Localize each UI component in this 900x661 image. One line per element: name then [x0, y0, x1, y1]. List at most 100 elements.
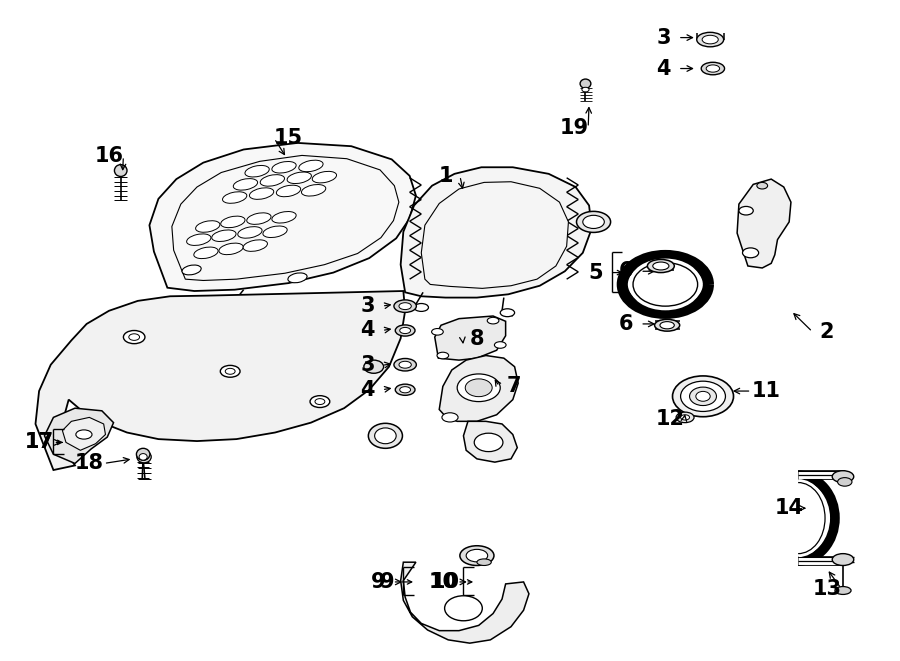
Ellipse shape — [701, 62, 724, 75]
Text: 3: 3 — [656, 28, 670, 48]
Text: 4: 4 — [360, 379, 374, 400]
Ellipse shape — [368, 423, 402, 448]
Polygon shape — [421, 182, 569, 288]
Ellipse shape — [432, 329, 444, 335]
Ellipse shape — [660, 322, 674, 329]
Ellipse shape — [757, 182, 768, 189]
Ellipse shape — [299, 160, 323, 172]
Ellipse shape — [399, 303, 411, 309]
Ellipse shape — [137, 451, 151, 463]
Ellipse shape — [219, 243, 243, 254]
Ellipse shape — [437, 352, 449, 359]
Ellipse shape — [114, 165, 127, 176]
Ellipse shape — [222, 192, 247, 204]
Text: 18: 18 — [75, 453, 104, 473]
Ellipse shape — [835, 586, 851, 594]
Ellipse shape — [676, 412, 694, 422]
Ellipse shape — [477, 559, 491, 565]
Ellipse shape — [838, 478, 852, 486]
Ellipse shape — [288, 273, 307, 283]
Text: 13: 13 — [813, 578, 842, 598]
Polygon shape — [439, 356, 518, 421]
Ellipse shape — [364, 360, 383, 373]
Ellipse shape — [310, 396, 329, 408]
Ellipse shape — [220, 366, 240, 377]
Ellipse shape — [302, 184, 326, 196]
Ellipse shape — [652, 262, 669, 270]
Ellipse shape — [220, 216, 245, 227]
Ellipse shape — [129, 334, 140, 340]
Polygon shape — [400, 167, 592, 297]
Ellipse shape — [445, 596, 482, 621]
Ellipse shape — [238, 227, 262, 238]
Ellipse shape — [680, 414, 689, 420]
Ellipse shape — [194, 247, 218, 258]
Ellipse shape — [399, 362, 411, 368]
Ellipse shape — [395, 325, 415, 336]
Ellipse shape — [186, 234, 211, 245]
Text: 10: 10 — [431, 572, 460, 592]
Ellipse shape — [260, 175, 284, 186]
Ellipse shape — [689, 387, 716, 406]
Ellipse shape — [137, 448, 150, 460]
Ellipse shape — [580, 79, 591, 89]
Ellipse shape — [263, 226, 287, 237]
Ellipse shape — [225, 368, 235, 374]
Ellipse shape — [123, 330, 145, 344]
Text: 10: 10 — [428, 572, 457, 592]
Polygon shape — [737, 179, 791, 268]
Ellipse shape — [315, 399, 325, 405]
Text: 3: 3 — [360, 296, 374, 316]
Polygon shape — [44, 408, 113, 463]
Ellipse shape — [697, 32, 724, 47]
Polygon shape — [400, 563, 529, 643]
Text: 5: 5 — [588, 262, 603, 282]
Ellipse shape — [245, 165, 269, 177]
Ellipse shape — [494, 342, 506, 348]
Ellipse shape — [647, 259, 674, 272]
Ellipse shape — [212, 230, 236, 241]
Text: 9: 9 — [380, 572, 394, 592]
Ellipse shape — [249, 188, 274, 200]
Ellipse shape — [474, 433, 503, 451]
Ellipse shape — [233, 178, 257, 190]
Polygon shape — [62, 417, 105, 450]
Ellipse shape — [465, 379, 492, 397]
Ellipse shape — [672, 376, 733, 416]
Text: 2: 2 — [820, 322, 834, 342]
Polygon shape — [435, 316, 506, 360]
Ellipse shape — [500, 309, 515, 317]
Ellipse shape — [739, 206, 753, 215]
Text: 14: 14 — [775, 498, 804, 518]
Ellipse shape — [832, 471, 854, 483]
Ellipse shape — [394, 358, 417, 371]
Text: 8: 8 — [470, 329, 484, 349]
Ellipse shape — [272, 212, 296, 223]
Polygon shape — [464, 421, 518, 462]
Text: 9: 9 — [371, 572, 385, 592]
Ellipse shape — [76, 430, 92, 439]
Text: 4: 4 — [360, 321, 374, 340]
Ellipse shape — [442, 412, 458, 422]
Ellipse shape — [414, 303, 428, 311]
Text: 3: 3 — [360, 356, 374, 375]
Text: 6: 6 — [618, 314, 633, 334]
Ellipse shape — [395, 384, 415, 395]
Ellipse shape — [702, 35, 718, 44]
Text: 4: 4 — [656, 59, 670, 79]
Polygon shape — [35, 291, 405, 470]
Text: 6: 6 — [618, 261, 633, 282]
Ellipse shape — [140, 453, 148, 460]
Ellipse shape — [272, 161, 296, 173]
Ellipse shape — [706, 65, 720, 72]
Text: 15: 15 — [274, 128, 303, 148]
Ellipse shape — [182, 265, 202, 275]
Text: 19: 19 — [559, 118, 589, 137]
Ellipse shape — [276, 185, 301, 197]
Polygon shape — [149, 143, 416, 291]
Ellipse shape — [466, 549, 488, 562]
Ellipse shape — [832, 554, 854, 565]
Ellipse shape — [374, 428, 396, 444]
Ellipse shape — [312, 171, 337, 183]
Ellipse shape — [487, 317, 499, 324]
